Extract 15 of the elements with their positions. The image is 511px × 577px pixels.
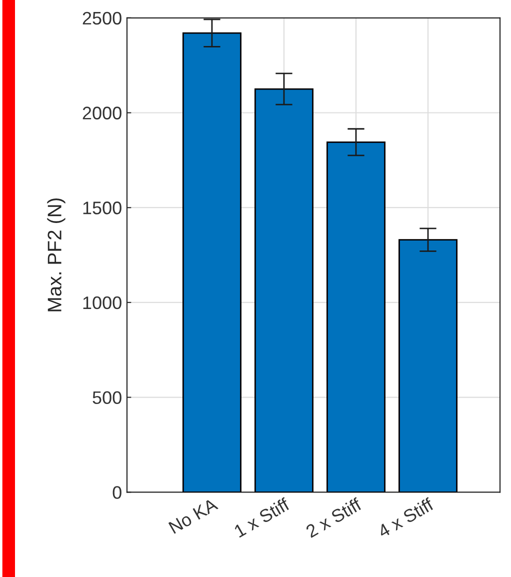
y-tick-label: 1500 <box>83 202 122 214</box>
x-tick-label: 1 x Stiff <box>233 497 291 538</box>
y-tick-label: 0 <box>112 486 122 499</box>
bar <box>254 88 314 492</box>
y-tick-label: 2000 <box>82 106 122 120</box>
bar <box>182 32 242 492</box>
y-tick-label: 2500 <box>82 12 122 25</box>
x-tick-label: 2 x Stiff <box>304 497 363 538</box>
y-tick-label: 500 <box>92 391 122 404</box>
y-tick-label: 1000 <box>83 296 122 310</box>
bar <box>398 239 458 492</box>
y-axis-title: Max. PF2 (N) <box>47 198 66 312</box>
x-tick-label: No KA <box>168 498 219 534</box>
x-tick-label: 4 x Stiff <box>376 497 435 538</box>
bar <box>326 141 386 492</box>
